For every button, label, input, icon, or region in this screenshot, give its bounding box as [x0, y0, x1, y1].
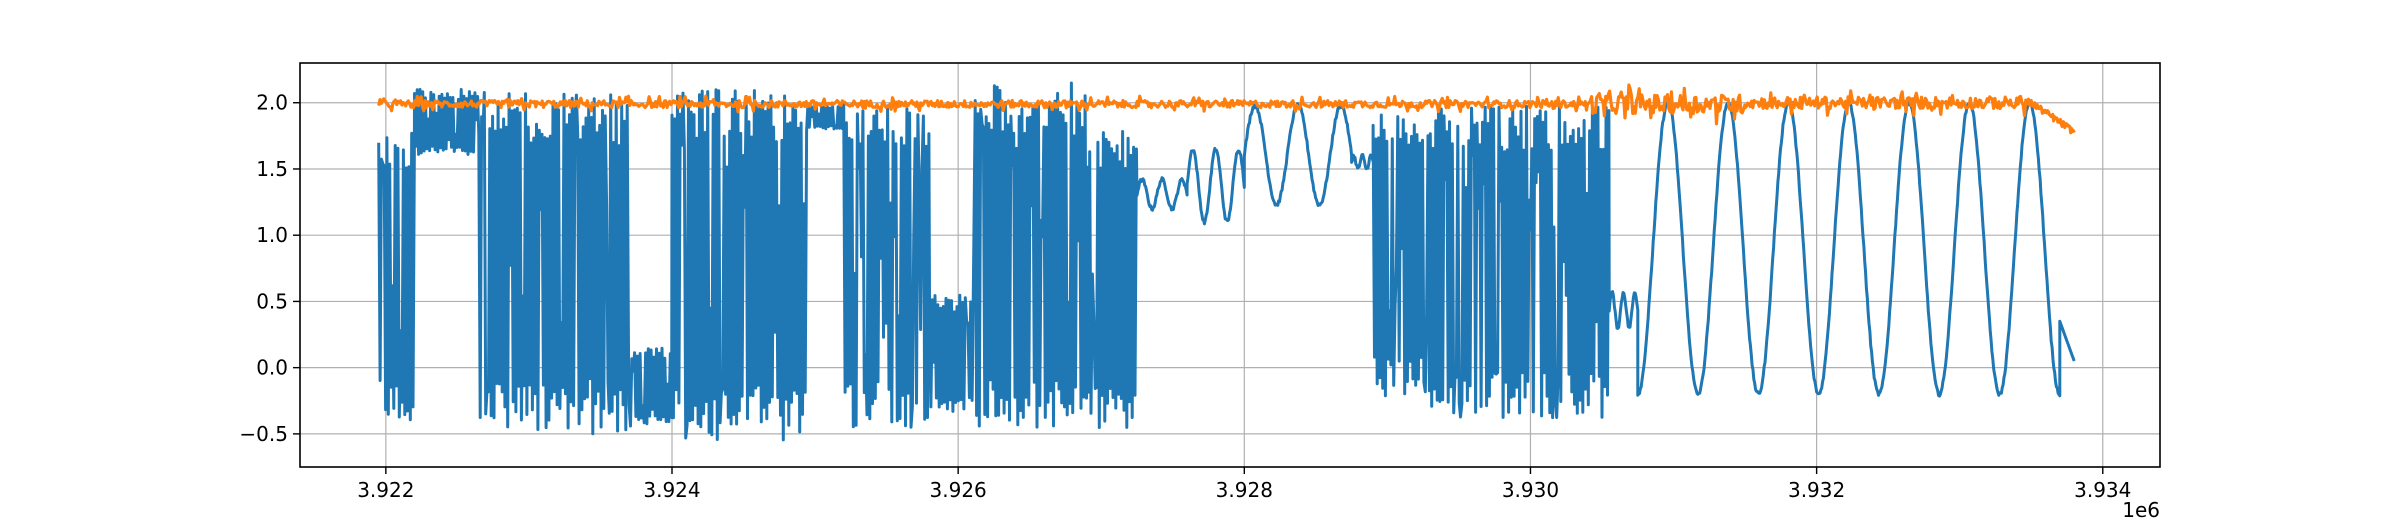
- x-tick-label: 3.934: [2074, 478, 2131, 502]
- x-ticks: 3.922 3.924 3.926 3.928 3.930 3.932 3.934: [357, 467, 2131, 502]
- x-tick-label: 3.932: [1788, 478, 1845, 502]
- series-layer: [377, 81, 2076, 442]
- x-tick-label: 3.922: [357, 478, 414, 502]
- y-tick-label: −0.5: [239, 422, 288, 446]
- x-tick-label: 3.926: [930, 478, 987, 502]
- y-tick-label: 0.0: [256, 356, 288, 380]
- plot-area: 3.922 3.924 3.926 3.928 3.930 3.932 3.934 −0.5…: [239, 62, 2161, 502]
- series-blue-line: [377, 81, 2076, 442]
- x-tick-label: 3.930: [1502, 478, 1559, 502]
- y-ticks: −0.5 0.0 0.5 1.0 1.5 2.0: [239, 91, 300, 446]
- y-tick-label: 0.5: [256, 289, 288, 313]
- axes-frame: [299, 62, 2161, 468]
- x-tick-label: 3.928: [1216, 478, 1273, 502]
- y-tick-label: 2.0: [256, 91, 288, 115]
- x-tick-label: 3.924: [643, 478, 700, 502]
- x-offset-label: 1e6: [2122, 498, 2160, 522]
- series-orange-line: [377, 83, 2076, 135]
- y-tick-label: 1.5: [256, 157, 288, 181]
- y-tick-label: 1.0: [256, 223, 288, 247]
